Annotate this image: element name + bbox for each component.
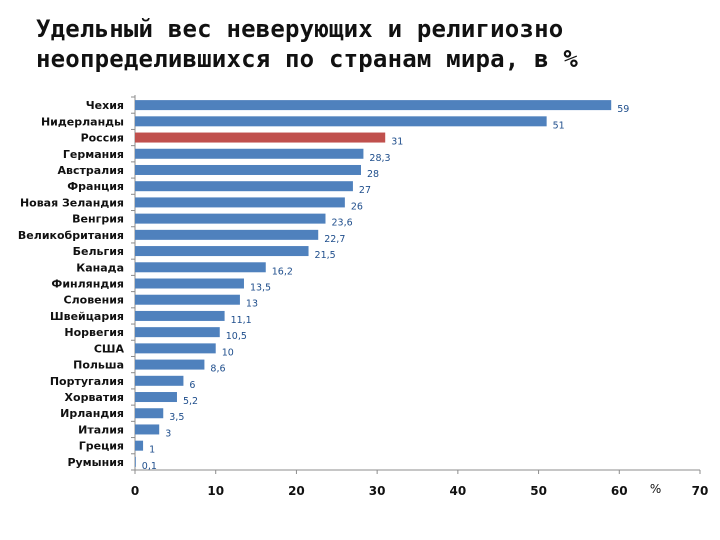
category-label: Венгрия	[72, 213, 124, 226]
x-unit-label: %	[650, 482, 661, 496]
category-label: Чехия	[86, 99, 124, 112]
x-tick-label: 50	[530, 484, 547, 498]
category-label: Ирландия	[60, 407, 124, 420]
bar-7	[135, 197, 345, 208]
value-label: 59	[617, 104, 629, 115]
value-label: 3,5	[169, 412, 184, 423]
category-label: Греция	[79, 440, 124, 453]
chart-title-line-2: неопределившихся по странам мира, в %	[36, 45, 579, 73]
bar-8	[135, 213, 326, 224]
bar-13	[135, 294, 240, 305]
category-label: Австралия	[58, 164, 125, 177]
bar-3	[135, 132, 386, 143]
value-label: 51	[553, 120, 565, 131]
category-label: Канада	[76, 261, 124, 274]
x-tick-label: 0	[131, 484, 139, 498]
value-label: 1	[149, 445, 155, 456]
category-label: Словения	[64, 294, 124, 307]
value-label: 22,7	[324, 234, 345, 245]
value-label: 10	[222, 347, 234, 358]
x-tick-label: 20	[288, 484, 305, 498]
bar-10	[135, 246, 309, 257]
category-label: Португалия	[50, 375, 124, 388]
value-label: 13	[246, 299, 258, 310]
category-label: Румыния	[67, 456, 124, 469]
bar-14	[135, 310, 225, 321]
category-label: Нидерланды	[41, 115, 124, 128]
category-label: Хорватия	[65, 391, 124, 404]
value-label: 6	[189, 380, 195, 391]
x-tick-label: 10	[207, 484, 224, 498]
value-label: 16,2	[272, 266, 293, 277]
bar-1	[135, 100, 612, 111]
category-label: Польша	[73, 359, 124, 372]
value-label: 28,3	[369, 153, 390, 164]
bar-4	[135, 148, 364, 159]
value-label: 31	[391, 137, 403, 148]
value-label: 27	[359, 185, 371, 196]
bar-6	[135, 181, 353, 192]
category-label: Норвегия	[64, 326, 124, 339]
category-label: США	[94, 342, 125, 355]
bar-20	[135, 408, 164, 419]
category-label: Германия	[63, 148, 124, 161]
bar-19	[135, 392, 177, 403]
category-label: Великобритания	[18, 229, 124, 242]
category-label: Франция	[67, 180, 124, 193]
value-label: 8,6	[210, 364, 225, 375]
bar-2	[135, 116, 547, 127]
bar-15	[135, 327, 220, 338]
bar-12	[135, 278, 244, 289]
value-label: 21,5	[315, 250, 336, 261]
value-label: 3	[165, 428, 171, 439]
x-tick-label: 60	[611, 484, 628, 498]
category-label: Новая Зеландия	[20, 196, 124, 209]
category-label: Швейцария	[50, 310, 124, 323]
x-tick-label: 30	[369, 484, 386, 498]
bar-18	[135, 375, 184, 386]
x-tick-label: 40	[450, 484, 467, 498]
value-label: 23,6	[331, 218, 352, 229]
x-tick-label: 70	[692, 484, 709, 498]
value-label: 5,2	[183, 396, 198, 407]
value-label: 11,1	[231, 315, 252, 326]
bar-9	[135, 229, 319, 240]
value-label: 0,1	[142, 461, 157, 472]
value-label: 10,5	[226, 331, 247, 342]
chart-title-line-1: Удельный вес неверующих и религиозно	[36, 15, 564, 43]
bar-22	[135, 440, 144, 451]
bar-23	[135, 456, 136, 467]
category-label: Россия	[81, 132, 124, 145]
category-label: Италия	[78, 423, 124, 436]
bar-21	[135, 424, 160, 435]
category-label: Финляндия	[51, 278, 124, 291]
value-label: 26	[351, 201, 363, 212]
bar-5	[135, 164, 361, 175]
bar-11	[135, 262, 266, 273]
bar-17	[135, 359, 205, 370]
chart-title: Удельный вес неверующих и религиозно нео…	[36, 14, 706, 74]
bar-16	[135, 343, 216, 354]
value-label: 28	[367, 169, 379, 180]
category-label: Бельгия	[73, 245, 124, 258]
value-label: 13,5	[250, 283, 271, 294]
